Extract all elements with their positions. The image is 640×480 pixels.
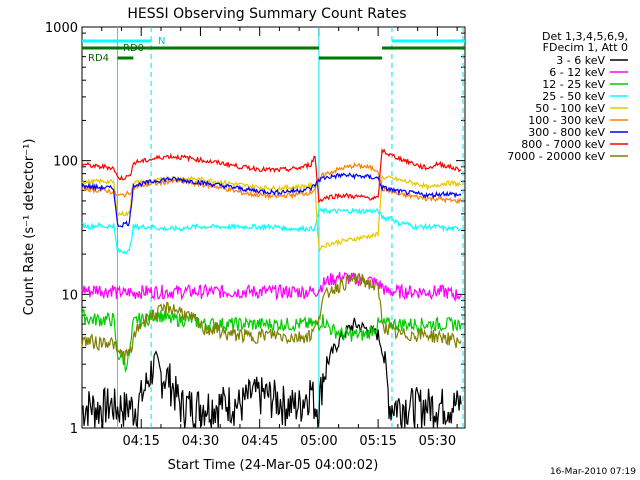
y-axis-label: Count Rate (s⁻¹ detector⁻¹) bbox=[22, 139, 37, 316]
annotation-bars: N RD0 RD4 bbox=[82, 36, 465, 64]
legend-entry-label: 7000 - 20000 keV bbox=[507, 150, 605, 163]
series-line-2 bbox=[81, 309, 462, 373]
rd4-label: RD4 bbox=[88, 53, 109, 64]
series-line-0 bbox=[81, 317, 462, 429]
series-line-3 bbox=[81, 207, 462, 255]
chart-title: HESSI Observing Summary Count Rates bbox=[127, 6, 406, 22]
y-tick-label: 100 bbox=[53, 155, 78, 170]
series-line-4 bbox=[81, 174, 462, 252]
legend-entry-label: 300 - 800 keV bbox=[528, 126, 605, 139]
legend: Det 1,3,4,5,6,9, FDecim 1, Att 0 3 - 6 k… bbox=[507, 30, 628, 163]
x-tick-label: 05:15 bbox=[359, 434, 396, 449]
series-line-6 bbox=[81, 172, 462, 228]
series-lines bbox=[81, 147, 462, 429]
legend-entry-label: 100 - 300 keV bbox=[528, 114, 605, 127]
n-label: N bbox=[158, 36, 165, 47]
y-tick-label: 1000 bbox=[45, 21, 78, 36]
x-tick-label: 04:30 bbox=[182, 434, 219, 449]
series-line-7 bbox=[81, 147, 462, 204]
series-line-1 bbox=[81, 271, 462, 303]
legend-entry-label: 25 - 50 keV bbox=[542, 90, 605, 103]
x-tick-label: 04:15 bbox=[122, 434, 159, 449]
series-line-5 bbox=[81, 161, 462, 205]
plot-area-border bbox=[81, 26, 466, 429]
legend-entry-label: 12 - 25 keV bbox=[542, 78, 605, 91]
legend-entry-label: 800 - 7000 keV bbox=[521, 138, 605, 151]
x-tick-label: 05:00 bbox=[300, 434, 337, 449]
x-axis-label: Start Time (24-Mar-05 04:00:02) bbox=[168, 458, 379, 473]
series-line-8 bbox=[81, 273, 462, 363]
legend-entry-label: 50 - 100 keV bbox=[535, 102, 605, 115]
plot-frame bbox=[81, 26, 466, 429]
legend-entry-label: 6 - 12 keV bbox=[549, 66, 605, 79]
x-tick-label: 05:30 bbox=[419, 434, 456, 449]
legend-header-line-2: FDecim 1, Att 0 bbox=[543, 41, 628, 54]
x-tick-label: 04:45 bbox=[241, 434, 278, 449]
footer-timestamp: 16-Mar-2010 07:19 bbox=[550, 467, 636, 477]
y-tick-label: 1 bbox=[70, 422, 78, 437]
rd0-label: RD0 bbox=[123, 43, 144, 54]
x-axis: 04:15 04:30 04:45 05:00 05:15 05:30 bbox=[81, 27, 458, 449]
legend-header-line-1: Det 1,3,4,5,6,9, bbox=[542, 30, 628, 43]
y-tick-label: 10 bbox=[61, 288, 78, 303]
legend-entry-label: 3 - 6 keV bbox=[556, 54, 605, 67]
